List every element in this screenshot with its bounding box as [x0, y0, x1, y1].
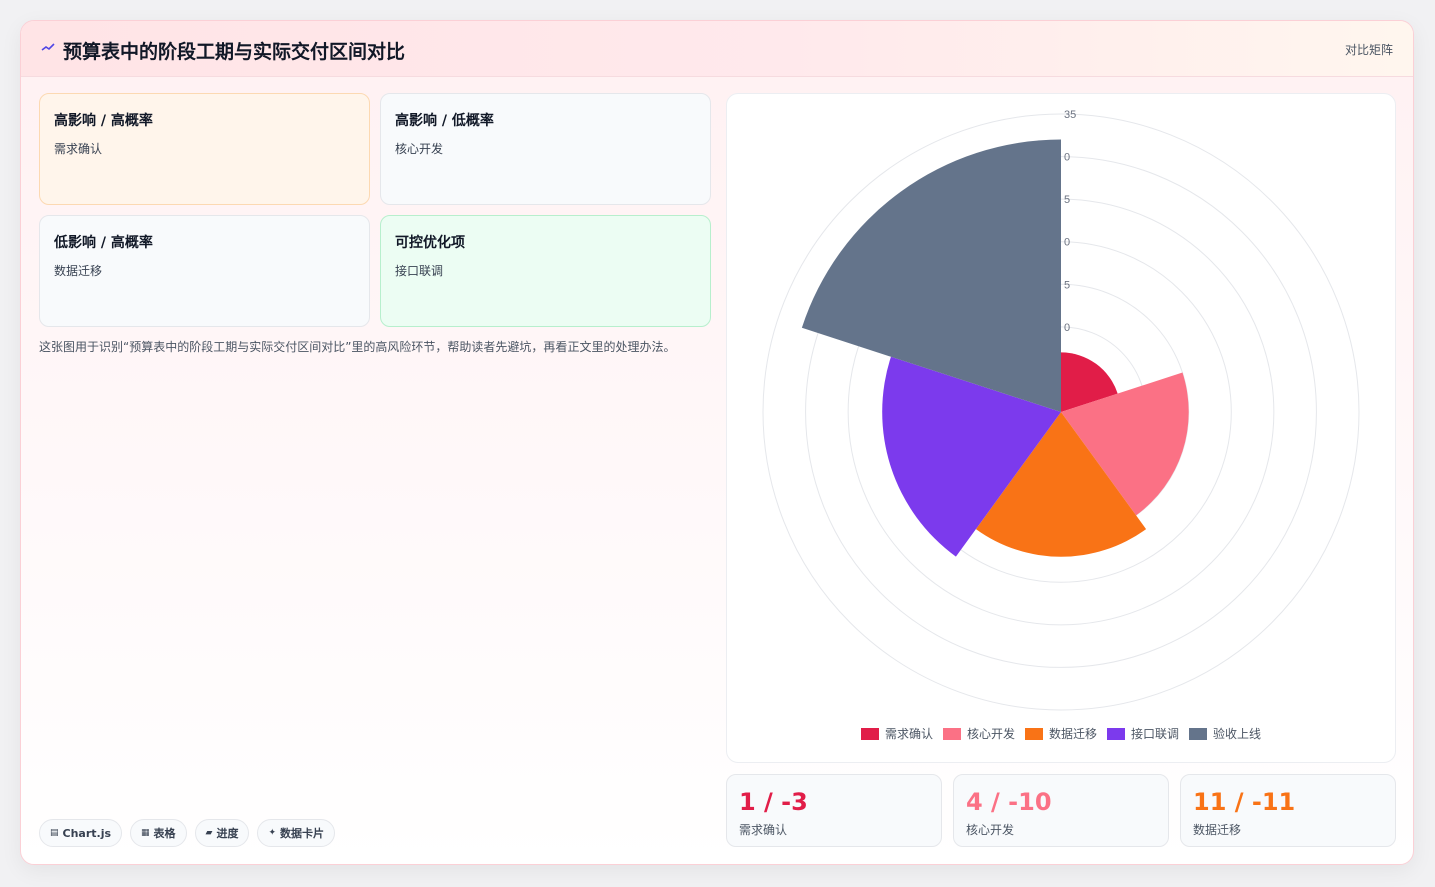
legend-swatch-1	[861, 728, 879, 740]
tag-pills: ▤ Chart.js ▦ 表格 ▰ 进度 ✦ 数据卡片	[39, 819, 336, 847]
table-icon: ▦	[141, 828, 150, 838]
radial-tick-label: 0	[1064, 237, 1070, 249]
stat-card-migration: 11 / -11 数据迁移	[1180, 774, 1396, 847]
polar-sector-2[interactable]	[1061, 372, 1189, 516]
polar-sector-4[interactable]	[882, 356, 1061, 557]
legend-label-5[interactable]: 验收上线	[1213, 726, 1261, 741]
legend-label-1[interactable]: 需求确认	[885, 727, 933, 741]
legend-swatch-3	[1025, 728, 1043, 740]
page-title: 预算表中的阶段工期与实际交付区间对比	[63, 41, 406, 63]
radial-tick-label: 0	[1064, 322, 1070, 334]
polar-sector-3[interactable]	[975, 412, 1147, 557]
matrix-tile-high-high: 高影响 / 高概率 需求确认	[39, 93, 370, 205]
tile-title: 低影响 / 高概率	[54, 235, 153, 251]
progress-icon: ▰	[205, 828, 213, 838]
legend-swatch-5	[1189, 728, 1207, 740]
polar-sector-1[interactable]	[1061, 352, 1118, 412]
legend-swatch-2	[943, 728, 961, 740]
stat-value: 4 / -10	[966, 788, 1052, 816]
stat-label: 需求确认	[739, 823, 788, 837]
pill-progress[interactable]: ▰ 进度	[194, 819, 250, 847]
tile-title: 高影响 / 低概率	[395, 113, 494, 129]
legend-swatch-4	[1107, 728, 1125, 740]
main-card: 预算表中的阶段工期与实际交付区间对比 对比矩阵 高影响 / 高概率 需求确认 高…	[20, 20, 1414, 865]
tile-item: 接口联调	[395, 264, 444, 278]
stat-label: 数据迁移	[1193, 823, 1242, 837]
stat-value: 11 / -11	[1193, 788, 1296, 816]
pill-chartjs[interactable]: ▤ Chart.js	[39, 819, 123, 847]
polar-chart-panel: 0 5 0 5 0 35 需求确认 核心开发 数据迁移 接口联调 验收上线	[726, 93, 1396, 763]
pill-label: 数据卡片	[280, 827, 325, 840]
stat-value: 1 / -3	[739, 788, 808, 816]
tile-item: 需求确认	[54, 142, 103, 156]
matrix-tile-controllable: 可控优化项 接口联调	[380, 215, 711, 327]
legend-label-3[interactable]: 数据迁移	[1049, 726, 1097, 741]
radial-tick-label: 0	[1064, 152, 1070, 164]
matrix-tile-high-low: 高影响 / 低概率 核心开发	[380, 93, 711, 205]
matrix-tile-low-high: 低影响 / 高概率 数据迁移	[39, 215, 370, 327]
radial-tick-label: 5	[1064, 194, 1070, 206]
legend-label-2[interactable]: 核心开发	[967, 726, 1015, 741]
polar-area-chart: 0 5 0 5 0 35 需求确认 核心开发 数据迁移 接口联调 验收上线	[762, 109, 1360, 741]
sparkle-icon: ✦	[268, 828, 277, 838]
pill-table[interactable]: ▦ 表格	[130, 819, 187, 847]
tile-title: 可控优化项	[395, 235, 465, 251]
card-header: 预算表中的阶段工期与实际交付区间对比 对比矩阵	[21, 21, 1413, 77]
tile-title: 高影响 / 高概率	[54, 113, 153, 129]
pill-label: 进度	[216, 827, 239, 840]
stat-label: 核心开发	[966, 823, 1015, 837]
tile-item: 数据迁移	[54, 264, 103, 278]
trend-icon	[41, 43, 55, 51]
pill-label: Chart.js	[62, 826, 112, 840]
chart-icon: ▤	[50, 828, 59, 838]
grid-ring-35	[762, 113, 1360, 711]
stat-card-core-dev: 4 / -10 核心开发	[953, 774, 1169, 847]
pill-data-card[interactable]: ✦ 数据卡片	[257, 819, 336, 847]
stat-card-requirements: 1 / -3 需求确认	[726, 774, 942, 847]
polar-sector-5[interactable]	[801, 139, 1061, 412]
legend-label-4[interactable]: 接口联调	[1131, 726, 1179, 741]
pill-label: 表格	[153, 827, 176, 840]
radial-tick-label: 5	[1064, 279, 1070, 291]
chart-description: 这张图用于识别“预算表中的阶段工期与实际交付区间对比”里的高风险环节，帮助读者先…	[39, 340, 676, 354]
matrix-link[interactable]: 对比矩阵	[1344, 43, 1393, 57]
radial-tick-label: 35	[1064, 109, 1076, 121]
tile-item: 核心开发	[395, 142, 444, 156]
